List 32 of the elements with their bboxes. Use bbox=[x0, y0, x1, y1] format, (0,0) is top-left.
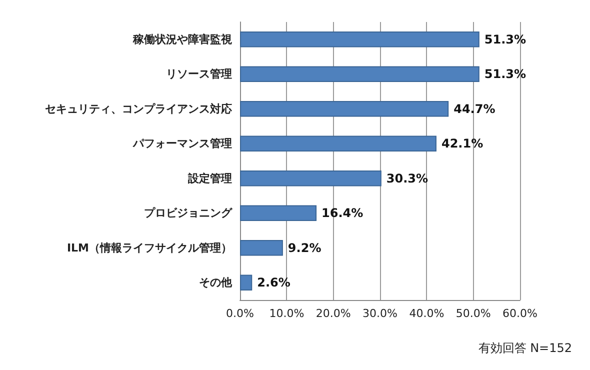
bar bbox=[240, 240, 283, 256]
bar bbox=[240, 170, 382, 186]
data-label: 42.1% bbox=[441, 136, 484, 151]
x-tick-label: 30.0% bbox=[362, 307, 398, 320]
data-label: 44.7% bbox=[454, 102, 496, 116]
bar bbox=[240, 136, 436, 152]
text: 有効回答 N=152 bbox=[478, 341, 572, 355]
data-label: 16.4% bbox=[322, 206, 364, 220]
data-label: 51.3% bbox=[484, 67, 526, 82]
x-tick-label: 60.0% bbox=[502, 307, 538, 320]
x-tick-label: 50.0% bbox=[456, 307, 491, 320]
x-tick-label: 20.0% bbox=[316, 307, 351, 320]
y-tick-label: その他 bbox=[199, 276, 233, 290]
bar bbox=[240, 32, 480, 48]
y-tick-label: 設定管理 bbox=[187, 172, 232, 185]
y-tick-label: パフォーマンス管理 bbox=[132, 137, 232, 150]
bar bbox=[240, 205, 317, 221]
bar bbox=[240, 66, 480, 82]
y-tick-label: ILM（情報ライフサイクル管理） bbox=[66, 241, 232, 254]
y-tick-label: 稼働状況や障害監視 bbox=[132, 32, 233, 46]
data-label: 9.2% bbox=[288, 240, 322, 255]
x-tick-label: 40.0% bbox=[409, 307, 444, 320]
bar bbox=[240, 274, 252, 290]
bar bbox=[240, 101, 449, 117]
y-tick-label: リソース管理 bbox=[166, 68, 232, 81]
x-tick-label: 10.0% bbox=[269, 307, 304, 320]
y-tick-label: セキュリティ、コンプライアンス対応 bbox=[45, 102, 233, 116]
x-tick-label: 0.0% bbox=[226, 307, 254, 320]
data-label: 51.3% bbox=[484, 32, 526, 46]
data-label: 30.3% bbox=[386, 171, 428, 186]
y-tick-label: プロビジョニング bbox=[144, 206, 233, 220]
data-label: 2.6% bbox=[257, 276, 290, 290]
